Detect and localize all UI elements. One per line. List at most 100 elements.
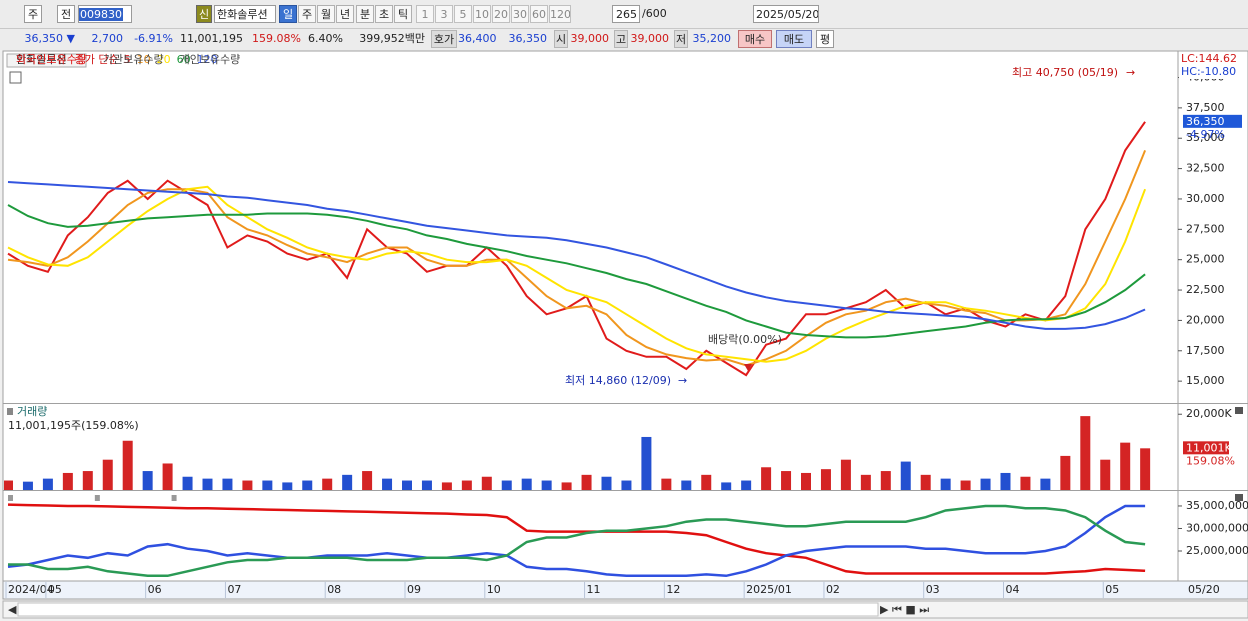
- toolbar-item[interactable]: 009830: [78, 5, 132, 23]
- volume-bar: [242, 480, 253, 490]
- y-tick-label: 17,500: [1186, 344, 1225, 357]
- volume-bar: [681, 480, 692, 490]
- toolbar-item[interactable]: 주: [298, 5, 316, 23]
- lines: [7, 121, 1147, 377]
- volume-bar: [162, 463, 173, 490]
- toolbar-item[interactable]: 36,400: [458, 32, 497, 45]
- volume-bar: [521, 478, 532, 490]
- toolbar-item[interactable]: 신: [196, 5, 212, 23]
- volume-bar: [641, 436, 652, 490]
- volume-bar: [82, 471, 93, 490]
- legend-entry: 20: [157, 53, 171, 66]
- volume-bar: [920, 474, 931, 490]
- annotation-arrow: →: [1126, 66, 1135, 79]
- y-tick-label: 20,000: [1186, 313, 1225, 326]
- volume-bar: [1020, 476, 1031, 490]
- volume-bar: [621, 480, 632, 490]
- toolbar-item[interactable]: 일: [279, 5, 297, 23]
- toolbar-item[interactable]: 전: [57, 5, 75, 23]
- y-tick-label: 25,000,000: [1186, 544, 1248, 557]
- volume-bar: [461, 480, 472, 490]
- last-price-box: [1183, 114, 1242, 128]
- toolbar-item[interactable]: 6.40%: [308, 32, 343, 45]
- toolbar-item[interactable]: 매수: [738, 30, 772, 48]
- toolbar-item[interactable]: 265: [612, 5, 640, 23]
- toolbar-item[interactable]: 2,700: [91, 32, 124, 45]
- toolbar-item[interactable]: 평: [816, 30, 834, 48]
- volume-bar: [22, 481, 33, 490]
- toolbar-item[interactable]: 분: [356, 5, 374, 23]
- volume-bar: [701, 474, 712, 490]
- toolbar-item[interactable]: 120: [549, 5, 571, 23]
- volume-bar: [122, 440, 133, 490]
- toolbar-item[interactable]: 시: [554, 30, 568, 48]
- volume-bar: [801, 472, 811, 490]
- volume-bar: [541, 480, 552, 490]
- x-tick-label: 12: [666, 583, 680, 596]
- toolbar-item[interactable]: -6.91%: [134, 32, 173, 45]
- toolbar-item[interactable]: 년: [336, 5, 354, 23]
- toolbar-item[interactable]: 20: [492, 5, 510, 23]
- toolbar-item[interactable]: 월: [317, 5, 335, 23]
- toolbar-item[interactable]: 11,001,195: [180, 32, 243, 45]
- toolbar-item[interactable]: 159.08%: [252, 32, 301, 45]
- toolbar-item[interactable]: 1: [416, 5, 434, 23]
- x-axis-band: [2, 580, 1248, 600]
- scroll-controls[interactable]: ▶ ⏮ ■ ⏭: [880, 603, 929, 616]
- volume-bar: [561, 482, 572, 490]
- toolbar-item[interactable]: 호가: [431, 30, 457, 48]
- toolbar-item[interactable]: 초: [375, 5, 393, 23]
- legend-entry: 개인보유수량: [180, 53, 241, 66]
- table-icon[interactable]: [9, 71, 22, 84]
- toolbar-item[interactable]: 36,350 ▼: [24, 32, 75, 45]
- x-tick-label: 2025/01: [746, 583, 792, 596]
- scroll-left[interactable]: ◀: [8, 603, 17, 616]
- y-tick-label: 25,000: [1186, 253, 1225, 266]
- x-tick-label: 10: [487, 583, 501, 596]
- last-volume: 11,001K: [1186, 441, 1232, 454]
- legend-swatch: [8, 495, 13, 501]
- panel-close[interactable]: [1235, 407, 1243, 414]
- legend-entry: 120: [197, 53, 218, 66]
- volume-bar: [581, 474, 592, 490]
- toolbar-item[interactable]: 매도: [776, 30, 812, 48]
- toolbar-item[interactable]: 틱: [394, 5, 412, 23]
- annotation: 최저 14,860 (12/09): [565, 374, 671, 387]
- axis-note: HC:-10.80: [1181, 65, 1236, 78]
- toolbar-item[interactable]: 399,952백만: [359, 32, 425, 45]
- toolbar-item[interactable]: 10: [473, 5, 491, 23]
- y-tick-label: 30,000,000: [1186, 521, 1248, 534]
- panel-close[interactable]: [1235, 494, 1243, 501]
- toolbar-item[interactable]: 35,200: [692, 32, 732, 45]
- toolbar-item[interactable]: 주: [24, 5, 42, 23]
- toolbar-item[interactable]: 저: [674, 30, 688, 48]
- last-volume-box: [1183, 441, 1229, 455]
- volume-bar: [1000, 472, 1011, 490]
- toolbar-item[interactable]: 5: [454, 5, 472, 23]
- toolbar-item[interactable]: 39,000: [630, 32, 670, 45]
- x-tick-label: 04: [1006, 583, 1020, 596]
- scroll-track[interactable]: [17, 602, 879, 617]
- series-line: [7, 185, 1147, 363]
- volume-bar: [302, 480, 313, 490]
- toolbar-item[interactable]: 30: [511, 5, 529, 23]
- toolbar-item[interactable]: 60: [530, 5, 548, 23]
- panel-subtitle: 11,001,195주(159.08%): [8, 419, 139, 432]
- toolbar-item[interactable]: 2025/05/20: [753, 5, 819, 23]
- y-tick-label: 32,500: [1186, 162, 1225, 175]
- toolbar-item[interactable]: /600: [642, 7, 667, 20]
- volume-bar: [142, 471, 153, 490]
- toolbar-item[interactable]: 36,350: [508, 32, 548, 45]
- toolbar-item[interactable]: 한화솔루션: [214, 5, 276, 23]
- legend-entry: 10: [137, 53, 151, 66]
- volume-bar: [322, 478, 333, 490]
- volume-bar: [1040, 478, 1051, 490]
- toolbar-item[interactable]: 3: [435, 5, 453, 23]
- toolbar-item[interactable]: 39,000: [570, 32, 610, 45]
- annotation: 최고 40,750 (05/19): [1012, 66, 1118, 79]
- volume-bar: [741, 480, 752, 490]
- toolbar-item[interactable]: 고: [614, 30, 628, 48]
- x-tick-label: 11: [587, 583, 601, 596]
- y-tick-label: 27,500: [1186, 222, 1225, 235]
